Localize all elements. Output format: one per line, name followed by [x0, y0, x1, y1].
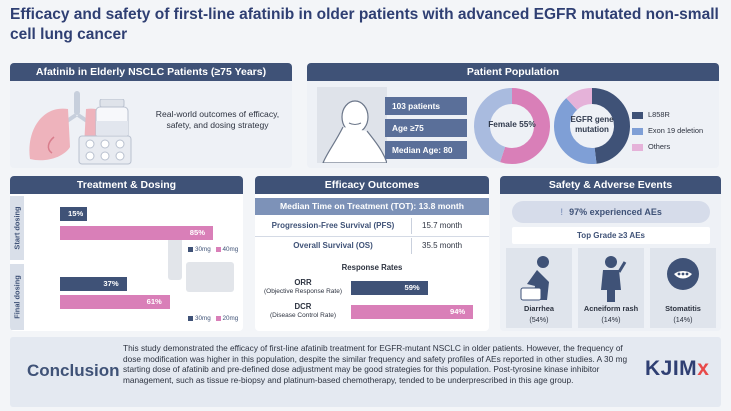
legend-item-exon19: Exon 19 deletion: [632, 126, 703, 135]
ae-card-acneiform-rash: Acneiform rash (14%): [578, 248, 644, 328]
conclusion-section: Conclusion This study demonstrated the e…: [10, 337, 721, 407]
donut-slice-male: [474, 88, 550, 164]
orr-bar: 59%: [351, 281, 428, 295]
ae-card-diarrhea: Diarrhea (54%): [506, 248, 572, 328]
orr-label: ORR (Objective Response Rate): [263, 278, 343, 296]
female-share-label: Female 55%: [488, 119, 536, 129]
os-value: 35.5 month: [411, 238, 489, 254]
start-dose-legend: 30mg 40mg: [188, 246, 238, 253]
final-dose-20mg-row: 61%: [60, 295, 240, 309]
legend-item-l858r: L858R: [632, 110, 670, 119]
final-dose-30mg-row: 37%: [60, 277, 240, 291]
conclusion-text: This study demonstrated the efficacy of …: [123, 343, 628, 385]
final-dose-legend: 30mg 20mg: [188, 315, 238, 322]
warning-icon: !: [560, 207, 564, 217]
stat-age: Age ≥75: [385, 119, 467, 137]
blister-pack-icon: [78, 135, 132, 165]
female-share-donut: [474, 88, 550, 164]
start-dose-40mg-row: 85%: [60, 226, 240, 240]
diarrhea-icon: [520, 256, 549, 301]
page-title: Efficacy and safety of first-line afatin…: [10, 6, 719, 43]
panel-patient-population: Patient Population 103 patients Age ≥75 …: [307, 63, 719, 168]
panel-efficacy-outcomes: Efficacy Outcomes Median Time on Treatme…: [255, 176, 489, 331]
final-dose-30mg-bar: 37%: [60, 277, 127, 291]
legend-swatch: [632, 143, 643, 151]
final-dosing-label: Final dosing: [10, 264, 24, 330]
dcr-label: DCR (Disease Control Rate): [269, 302, 337, 320]
response-rates-title: Response Rates: [341, 263, 403, 272]
start-dose-40mg-bar: 85%: [60, 226, 213, 240]
start-dosing-label: Start dosing: [10, 196, 24, 260]
panel-treatment-dosing: Treatment & Dosing Start dosing Final do…: [10, 176, 243, 331]
panel-header: Afatinib in Elderly NSCLC Patients (≥75 …: [10, 63, 292, 81]
start-dose-30mg-bar: 15%: [60, 207, 87, 221]
stat-median-age: Median Age: 80: [385, 141, 467, 159]
pfs-row: Progression-Free Survival (PFS) 15.7 mon…: [255, 218, 489, 234]
legend-swatch: [632, 111, 643, 119]
elderly-patient-icon: [317, 87, 387, 163]
donut-slice-others: [554, 88, 630, 164]
legend-swatch: [632, 127, 643, 135]
pfs-value: 15.7 month: [411, 218, 489, 234]
start-dose-30mg-row: 15%: [60, 207, 240, 221]
aes-banner: ! 97% experienced AEs: [512, 201, 710, 223]
panel-safety-adverse-events: Safety & Adverse Events ! 97% experienced…: [500, 176, 721, 331]
panel1-description: Real-world outcomes of efficacy, safety,…: [155, 109, 280, 130]
panel-afatinib-elderly: Afatinib in Elderly NSCLC Patients (≥75 …: [10, 63, 292, 168]
stat-patients: 103 patients: [385, 97, 467, 115]
median-tot: Median Time on Treatment (TOT): 13.8 mon…: [255, 198, 489, 215]
orr-row: 59%: [351, 281, 481, 295]
conclusion-title: Conclusion: [27, 361, 120, 380]
donut-slice-exon19: [554, 88, 630, 164]
os-row: Overall Survival (OS) 35.5 month: [255, 238, 489, 254]
legend-label: L858R: [648, 110, 670, 119]
pfs-label: Progression-Free Survival (PFS): [271, 221, 395, 230]
grade3-title: Top Grade ≥3 AEs: [512, 227, 710, 244]
pill-bottle-icon: [168, 236, 182, 280]
dcr-row: 94%: [351, 305, 481, 319]
rash-icon: [601, 256, 627, 302]
legend-label: Exon 19 deletion: [648, 126, 704, 135]
blister-pack-icon: [186, 262, 234, 292]
legend-item-others: Others: [632, 142, 670, 151]
dcr-bar: 94%: [351, 305, 474, 319]
egfr-mutation-label: EGFR gene mutation: [570, 115, 614, 134]
panel-header: Patient Population: [307, 63, 719, 81]
panel-header: Safety & Adverse Events: [500, 176, 721, 194]
os-label: Overall Survival (OS): [293, 241, 373, 250]
stomatitis-icon: [667, 258, 699, 290]
kjim-logo: KJIMx: [645, 357, 710, 380]
ae-card-stomatitis: Stomatitis (14%): [650, 248, 716, 328]
panel-header: Efficacy Outcomes: [255, 176, 489, 194]
final-dose-20mg-bar: 61%: [60, 295, 170, 309]
legend-label: Others: [648, 142, 671, 151]
panel-header: Treatment & Dosing: [10, 176, 243, 194]
egfr-mutation-donut: [554, 88, 630, 164]
